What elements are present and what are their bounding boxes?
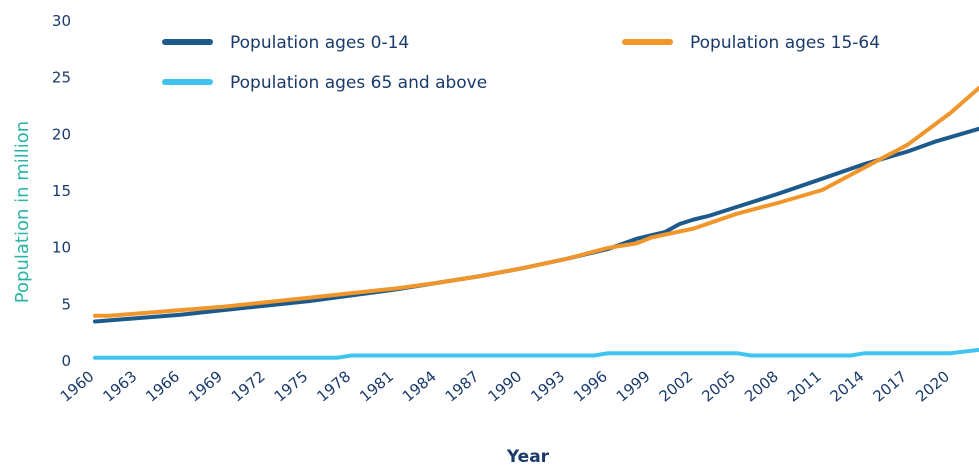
series-line-3 <box>93 347 979 360</box>
x-tick-label: 1978 <box>313 367 354 405</box>
y-axis-ticks: 0 5 10 15 20 25 30 <box>52 12 71 370</box>
x-tick-label: 1999 <box>613 367 654 405</box>
x-tick-label: 2008 <box>741 367 782 405</box>
y-tick-label: 5 <box>61 295 71 313</box>
y-tick-label: 25 <box>52 69 71 87</box>
x-tick-label: 1984 <box>399 367 440 405</box>
legend-label: Population ages 65 and above <box>230 73 487 93</box>
series-line-2 <box>93 86 979 318</box>
x-tick-label: 1972 <box>228 367 269 405</box>
x-tick-label: 1966 <box>142 367 183 405</box>
x-tick-label: 1993 <box>527 367 568 405</box>
x-tick-label: 1963 <box>100 367 141 405</box>
legend-label: Population ages 0-14 <box>230 33 409 53</box>
legend: Population ages 0-14 Population ages 15-6… <box>162 33 880 93</box>
y-tick-label: 30 <box>52 12 71 30</box>
legend-label: Population ages 15-64 <box>690 33 880 53</box>
y-axis-title: Population in million <box>12 121 33 303</box>
y-tick-label: 0 <box>61 352 71 370</box>
x-tick-label: 1981 <box>356 367 397 405</box>
x-tick-label: 1975 <box>271 367 312 405</box>
x-tick-label: 2002 <box>656 367 697 405</box>
series-lines <box>93 86 979 360</box>
x-tick-label: 2014 <box>827 367 868 405</box>
y-tick-label: 15 <box>52 182 71 200</box>
series-line-1 <box>93 126 979 324</box>
x-tick-label: 2005 <box>698 367 739 405</box>
x-tick-label: 2017 <box>869 367 910 405</box>
x-tick-label: 1987 <box>442 367 483 405</box>
x-axis-ticks: 1960 1963 1966 1969 1972 1975 1978 1981 1984 1987… <box>57 367 953 405</box>
x-tick-label: 1990 <box>484 367 525 405</box>
x-tick-label: 1996 <box>570 367 611 405</box>
y-tick-label: 10 <box>52 239 71 257</box>
x-axis-title: Year <box>506 447 550 467</box>
x-tick-label: 1969 <box>185 367 226 405</box>
x-tick-label: 2011 <box>784 367 825 405</box>
x-tick-label: 2020 <box>912 367 953 405</box>
x-tick-label: 1960 <box>57 367 98 405</box>
y-tick-label: 20 <box>52 125 71 143</box>
